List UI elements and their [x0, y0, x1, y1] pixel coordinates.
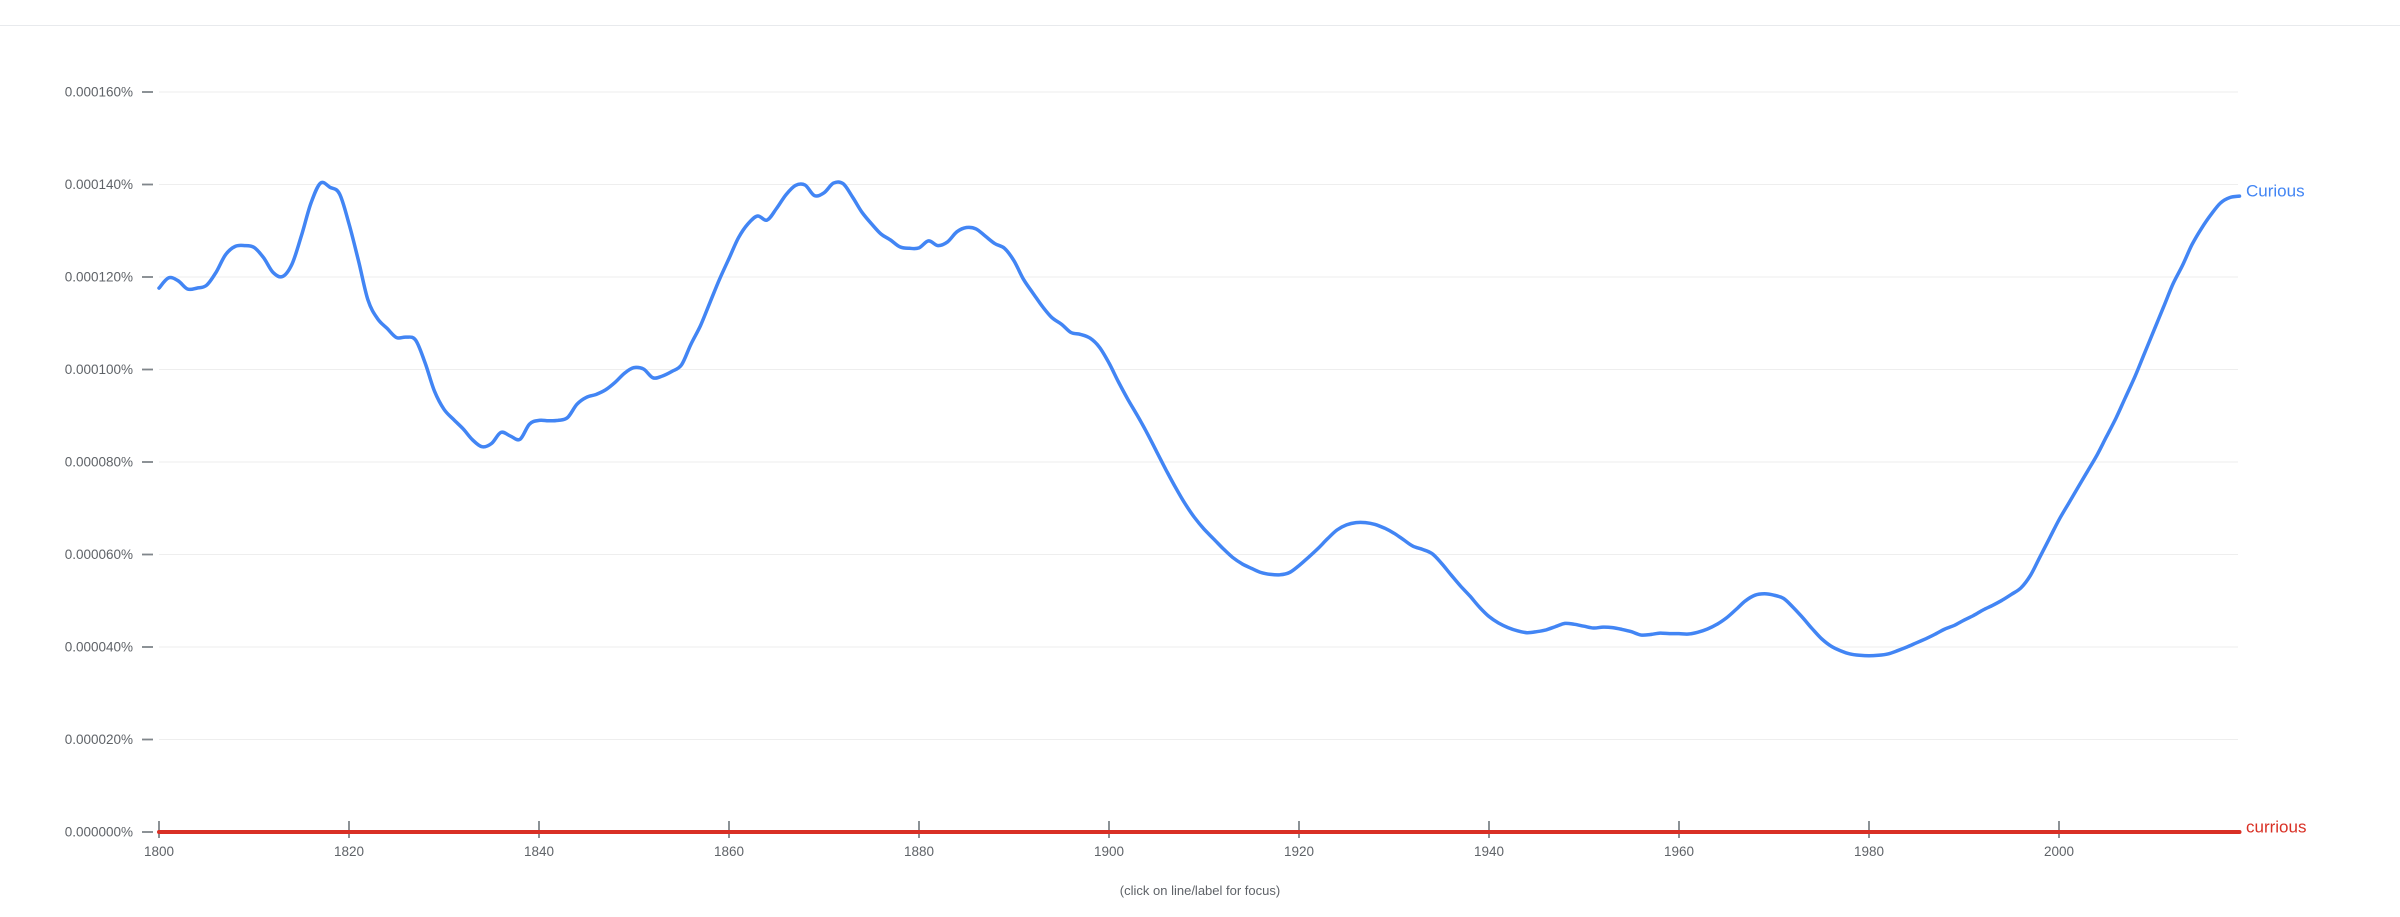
x-axis-tick-label: 1940 — [1474, 844, 1504, 859]
x-axis-tick-label: 1860 — [714, 844, 744, 859]
x-axis-tick-label: 1980 — [1854, 844, 1884, 859]
x-axis-tick-label: 1840 — [524, 844, 554, 859]
y-axis-tick-label: 0.000000% — [65, 825, 133, 840]
x-axis-tick-label: 1820 — [334, 844, 364, 859]
x-axis-tick-label: 1900 — [1094, 844, 1124, 859]
series-line-curious[interactable] — [157, 180, 2242, 658]
y-axis-tick-label: 0.000160% — [65, 85, 133, 100]
y-axis-tick-label: 0.000140% — [65, 177, 133, 192]
x-axis-tick-label: 2000 — [2044, 844, 2074, 859]
x-axis-tick-label: 1880 — [904, 844, 934, 859]
y-axis-tick-label: 0.000080% — [65, 455, 133, 470]
x-axis-tick-label: 1960 — [1664, 844, 1694, 859]
series-label-curious[interactable]: Curious — [2246, 182, 2305, 201]
y-axis-tick-label: 0.000060% — [65, 547, 133, 562]
footer-hint: (click on line/label for focus) — [1119, 883, 1281, 898]
y-axis-tick-label: 0.000120% — [65, 270, 133, 285]
y-axis-tick-label: 0.000100% — [65, 362, 133, 377]
x-axis-tick-label: 1800 — [144, 844, 174, 859]
y-axis-tick-label: 0.000040% — [65, 640, 133, 655]
top-divider — [0, 25, 2400, 26]
x-axis-tick-label: 1920 — [1284, 844, 1314, 859]
series-label-currious[interactable]: currious — [2246, 817, 2306, 836]
y-axis-tick-label: 0.000020% — [65, 732, 133, 747]
